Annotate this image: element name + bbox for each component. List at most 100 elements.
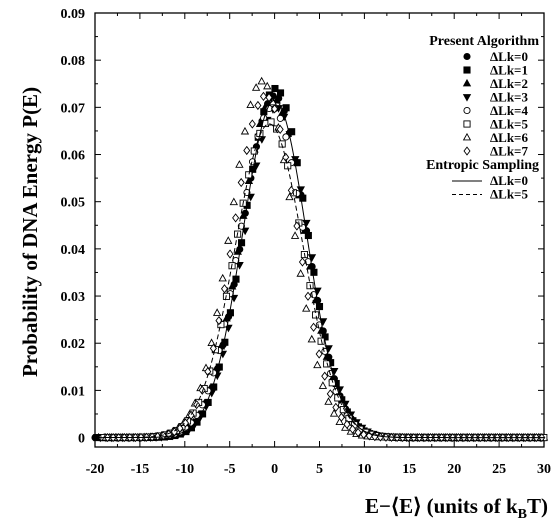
legend-item-label: ΔLk=5 bbox=[490, 187, 528, 202]
x-tick-label: 15 bbox=[402, 462, 416, 477]
data-point bbox=[302, 304, 311, 312]
data-point bbox=[251, 83, 261, 91]
series-line bbox=[95, 99, 544, 439]
data-point bbox=[237, 222, 245, 230]
series-line bbox=[95, 123, 544, 439]
data-point bbox=[318, 381, 328, 389]
data-point bbox=[313, 360, 322, 369]
data-point bbox=[154, 431, 162, 442]
series-open-triangle-up bbox=[101, 76, 545, 441]
data-point bbox=[282, 133, 290, 141]
x-tick-label: -15 bbox=[131, 462, 150, 477]
data-point bbox=[290, 231, 300, 239]
data-point bbox=[229, 197, 239, 206]
axis-ticks: -20 -15 -10 -5 0 5 10 15 20 25 30 0 0.01 0.02 0.03 0.04… bbox=[61, 7, 552, 477]
legend-item-label: ΔLk=6 bbox=[490, 130, 528, 145]
data-point bbox=[237, 177, 245, 188]
data-point bbox=[307, 334, 316, 343]
data-point bbox=[240, 126, 250, 135]
legend-item-label: ΔLk=7 bbox=[490, 144, 528, 159]
series-dashed-line bbox=[95, 123, 544, 439]
data-point bbox=[235, 160, 244, 168]
series-filled-circle bbox=[91, 92, 544, 442]
plot-data bbox=[91, 76, 549, 443]
x-tick-label: 20 bbox=[447, 462, 461, 477]
legend-item-label: ΔLk=3 bbox=[490, 90, 528, 105]
y-tick-label: 0 bbox=[78, 432, 85, 447]
x-axis-title-main: E−⟨E⟩ (units of k bbox=[365, 494, 518, 518]
x-axis-title-tail: T) bbox=[527, 494, 548, 518]
data-point bbox=[298, 257, 306, 267]
legend: Present AlgorithmΔLk=0ΔLk=1ΔLk=2ΔLk=3ΔLk… bbox=[426, 34, 539, 202]
y-tick-label: 0.09 bbox=[61, 7, 86, 22]
legend-heading: Present Algorithm bbox=[429, 34, 539, 49]
data-point bbox=[276, 124, 284, 134]
legend-item-label: ΔLk=5 bbox=[490, 117, 528, 132]
data-point bbox=[224, 236, 233, 244]
data-point bbox=[349, 424, 357, 434]
data-point bbox=[259, 91, 267, 101]
y-tick-label: 0.01 bbox=[61, 384, 86, 399]
data-point bbox=[218, 273, 227, 282]
data-point bbox=[332, 402, 340, 412]
data-point bbox=[282, 104, 290, 112]
data-point bbox=[337, 412, 345, 422]
series-filled-triangle-down bbox=[96, 105, 545, 443]
legend-item-label: ΔLk=0 bbox=[490, 173, 528, 188]
y-tick-label: 0.08 bbox=[61, 54, 86, 69]
x-tick-label: -20 bbox=[86, 462, 105, 477]
data-point bbox=[263, 81, 272, 90]
legend-marker bbox=[463, 66, 471, 74]
data-point bbox=[226, 249, 234, 259]
legend-marker bbox=[463, 106, 471, 115]
x-tick-label: 10 bbox=[357, 462, 371, 477]
x-axis-title: E−⟨E⟩ (units of kBT) bbox=[365, 494, 548, 522]
data-point bbox=[326, 389, 334, 399]
data-point bbox=[296, 269, 305, 277]
data-point bbox=[324, 397, 333, 405]
data-point bbox=[315, 321, 323, 329]
data-point bbox=[317, 337, 325, 345]
data-point bbox=[198, 385, 206, 395]
legend-item-label: ΔLk=1 bbox=[490, 63, 528, 78]
y-axis-title: Probability of DNA Energy P(E) bbox=[18, 87, 42, 377]
data-point bbox=[267, 118, 275, 126]
data-point bbox=[310, 322, 318, 332]
legend-marker bbox=[463, 146, 471, 156]
x-tick-label: 25 bbox=[492, 462, 506, 477]
x-tick-label: 5 bbox=[316, 462, 323, 477]
x-tick-label: 30 bbox=[537, 462, 551, 477]
legend-marker bbox=[463, 52, 471, 61]
data-point bbox=[159, 430, 167, 441]
data-point bbox=[354, 427, 362, 438]
legend-item-label: ΔLk=2 bbox=[490, 76, 528, 91]
legend-marker bbox=[462, 94, 472, 102]
legend-heading: Entropic Sampling bbox=[426, 158, 539, 173]
data-point bbox=[248, 119, 256, 129]
legend-marker bbox=[463, 120, 471, 128]
data-point bbox=[220, 284, 229, 294]
y-tick-label: 0.02 bbox=[61, 337, 86, 352]
axes-frame bbox=[94, 12, 545, 448]
data-point bbox=[212, 308, 222, 316]
series-open-diamond bbox=[104, 91, 546, 443]
data-point bbox=[285, 192, 294, 201]
series-solid-line bbox=[95, 99, 544, 439]
data-point bbox=[254, 100, 262, 111]
data-point bbox=[343, 419, 351, 430]
data-point bbox=[257, 76, 266, 85]
y-tick-label: 0.05 bbox=[61, 196, 86, 211]
plot-frame bbox=[94, 12, 545, 448]
y-tick-label: 0.03 bbox=[61, 290, 86, 305]
data-point bbox=[291, 156, 300, 164]
data-point bbox=[271, 84, 279, 93]
data-point bbox=[265, 92, 273, 103]
legend-marker bbox=[462, 78, 472, 87]
data-point bbox=[329, 409, 339, 417]
data-point bbox=[315, 302, 324, 311]
legend-item-label: ΔLk=4 bbox=[490, 103, 528, 118]
data-point bbox=[246, 100, 255, 109]
data-point bbox=[315, 349, 323, 359]
y-tick-label: 0.06 bbox=[61, 149, 86, 164]
